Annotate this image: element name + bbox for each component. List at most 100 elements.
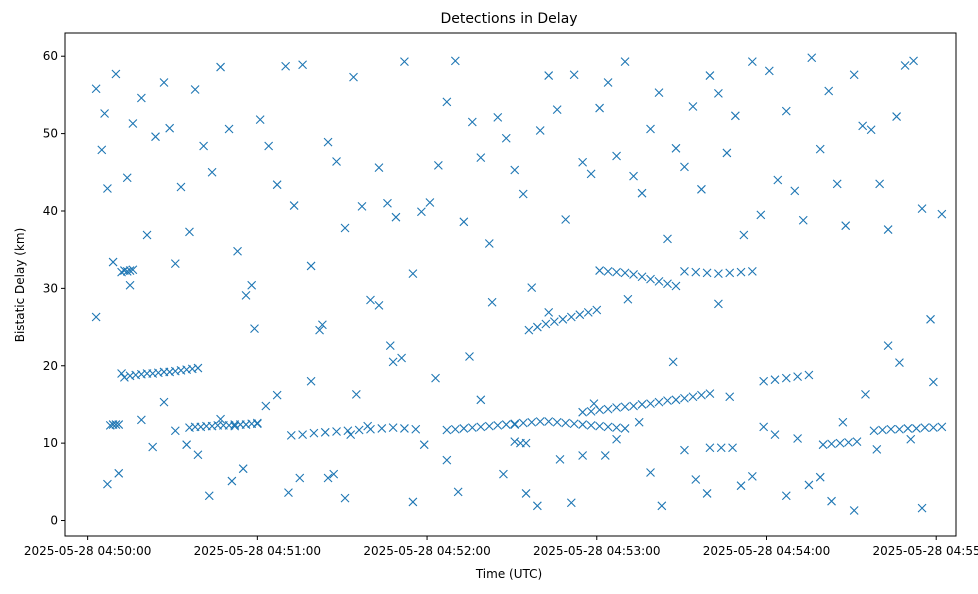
plot-area [64,32,957,537]
data-point [654,277,664,286]
data-point [728,443,737,453]
data-point [849,70,859,80]
data-point [108,257,118,267]
data-point [872,444,882,454]
data-point [566,312,576,322]
data-point [629,270,638,279]
data-point [835,438,845,448]
data-point [388,423,398,433]
data-point [818,440,828,450]
data-point [612,151,621,161]
data-point [909,56,918,66]
data-point [917,204,927,214]
data-point [739,230,749,240]
data-point [459,424,469,433]
data-point [637,188,647,198]
data-point [120,372,129,382]
data-point [323,137,333,147]
data-point [595,266,604,275]
data-point [111,420,121,429]
data-point [224,124,234,134]
data-point [688,102,698,111]
data-point [442,455,452,465]
data-point [722,148,732,158]
data-point [725,392,735,402]
data-point [861,389,870,399]
data-point [532,501,542,511]
data-point [357,201,367,211]
data-point [391,212,401,222]
data-point [781,491,791,501]
data-point [315,325,324,335]
data-point [883,225,893,234]
data-point [895,358,904,368]
data-point [680,445,689,455]
data-point [385,341,395,351]
data-point [332,427,341,436]
data-point [654,397,664,407]
data-point [646,274,655,284]
data-point [646,399,655,409]
x-tick-label: 2025-05-28 04:53:00 [533,544,660,558]
data-point [323,473,333,483]
data-point [552,417,562,427]
data-point [592,305,602,315]
data-point [634,417,644,427]
data-point [663,279,672,289]
data-point [903,424,913,433]
data-point [233,246,242,256]
data-point [759,376,769,386]
data-point [612,423,621,433]
data-point [117,369,126,378]
data-point [637,272,647,282]
data-point [841,221,851,231]
data-point [702,268,712,278]
data-point [366,424,375,434]
data-point [340,493,350,503]
data-point [204,491,214,501]
data-point [827,496,836,506]
data-point [586,420,596,430]
data-point [298,60,307,70]
data-point [450,56,460,66]
data-point [535,417,545,426]
data-point [493,112,503,122]
y-tick-label: 0 [50,514,58,528]
data-point [518,189,528,199]
data-point [603,266,613,276]
data-point [442,425,452,435]
data-point [544,71,554,80]
data-point [286,431,296,440]
data-point [272,180,282,190]
data-point [586,407,596,416]
data-point [306,261,316,271]
data-point [705,443,715,453]
data-point [824,86,834,96]
data-point [603,422,613,432]
chart-title: Detections in Delay [440,11,577,27]
data-point [895,424,904,434]
data-point [858,121,868,131]
data-point [595,421,604,431]
scatter-points [91,53,947,515]
data-point [411,424,421,434]
data-point [558,314,568,324]
data-point [343,426,353,436]
data-point [725,268,735,278]
data-point [128,119,138,128]
data-point [366,295,375,305]
data-point [716,443,726,453]
data-point [227,476,237,486]
data-point [886,424,896,434]
data-point [629,401,638,411]
data-point [340,223,350,233]
data-point [467,423,477,433]
data-point [185,227,194,237]
data-point [193,450,203,460]
data-point [578,157,588,167]
data-point [663,396,672,405]
y-tick-label: 10 [43,436,58,450]
data-point [566,498,576,508]
data-point [852,437,862,446]
